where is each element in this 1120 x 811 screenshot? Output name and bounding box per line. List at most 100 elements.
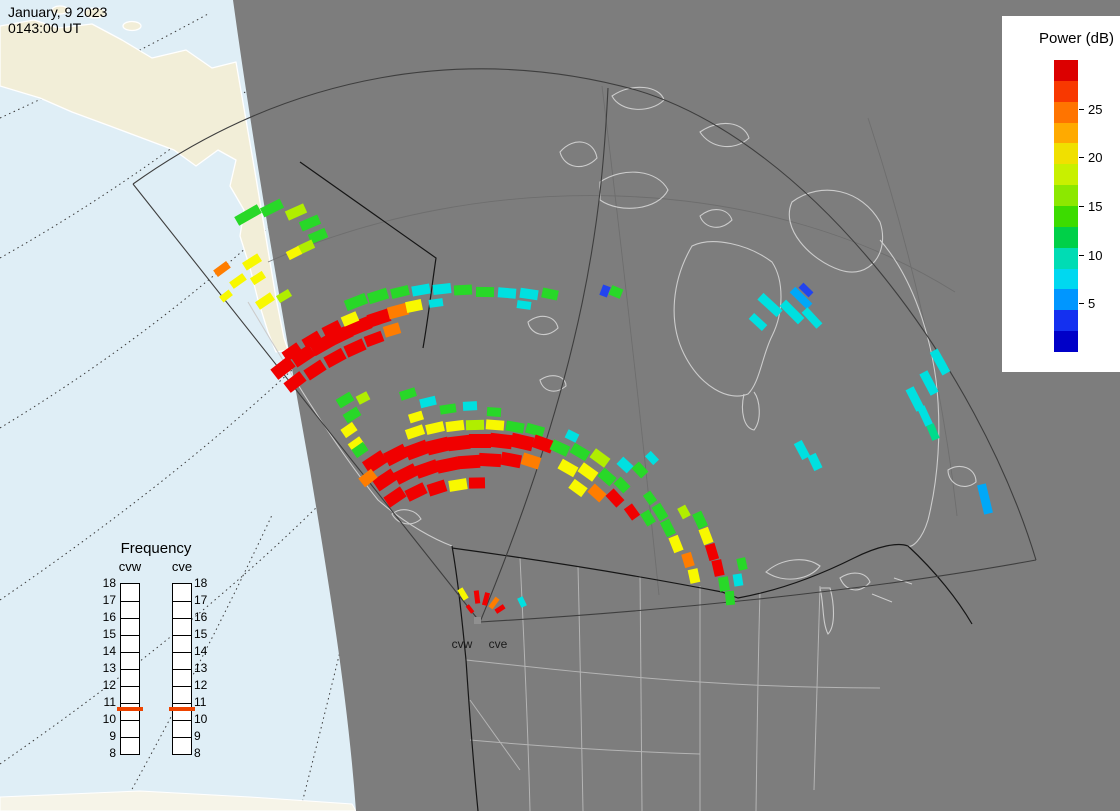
- freq-scale-number: 11: [103, 695, 116, 709]
- freq-tickline: [173, 601, 191, 602]
- backscatter-cell: [301, 330, 323, 350]
- backscatter-cell: [929, 348, 951, 376]
- freq-scale-number: 17: [102, 593, 116, 607]
- colorbar-band: [1054, 143, 1078, 165]
- fov-outer-arc: [132, 68, 1037, 561]
- freq-tickline: [121, 720, 139, 721]
- island: [122, 20, 142, 32]
- backscatter-cell: [475, 286, 495, 298]
- backscatter-cell: [284, 203, 308, 221]
- colorbar-tickmark: [1079, 206, 1084, 207]
- colorbar-tick-label: 5: [1088, 296, 1096, 312]
- backscatter-cell: [717, 576, 731, 592]
- freq-scale-number: 15: [102, 627, 116, 641]
- backscatter-cell: [275, 288, 293, 304]
- coastline: [247, 301, 453, 547]
- backscatter-cell: [386, 302, 410, 320]
- freq-scale-number: 8: [109, 746, 116, 760]
- backscatter-cell: [347, 436, 365, 452]
- state-line: [639, 575, 643, 811]
- backscatter-cell: [259, 198, 285, 218]
- backscatter-cell: [497, 287, 517, 299]
- backscatter-cell: [549, 439, 571, 457]
- lake-michigan: [819, 587, 835, 635]
- freq-scale-number: 12: [194, 678, 208, 692]
- backscatter-cell: [681, 551, 695, 569]
- freq-scale-number: 18: [102, 576, 116, 590]
- backscatter-cell: [404, 482, 428, 502]
- backscatter-cell: [589, 448, 611, 468]
- freq-marker-cvw: [117, 706, 143, 711]
- timestamp-block: January, 9 2023 0143:00 UT: [8, 4, 107, 36]
- backscatter-cell: [469, 434, 491, 448]
- southampton-island: [699, 209, 733, 228]
- backscatter-cell: [557, 458, 579, 478]
- freq-scale-number: 9: [194, 729, 201, 743]
- freq-scale-number: 18: [194, 576, 208, 590]
- backscatter-cell: [505, 420, 525, 434]
- backscatter-cell: [404, 424, 426, 440]
- colorbar-tick-label: 25: [1088, 101, 1103, 117]
- freq-scale-number: 10: [102, 712, 116, 726]
- hudson-bay: [673, 241, 782, 397]
- lake-superior: [765, 559, 821, 580]
- radar-site-marker: [474, 617, 481, 624]
- backscatter-cell: [807, 452, 823, 472]
- backscatter-cell: [249, 270, 267, 286]
- backscatter-cell: [485, 419, 505, 431]
- east-coast: [879, 239, 940, 547]
- backscatter-cell: [283, 371, 307, 393]
- backscatter-cell: [328, 324, 354, 346]
- backscatter-cell: [486, 407, 502, 417]
- backscatter-cell: [309, 333, 335, 357]
- lake-huron: [839, 572, 871, 591]
- backscatter-cell: [340, 421, 358, 439]
- backscatter-cell: [724, 590, 736, 606]
- vancouver-island: [391, 509, 422, 525]
- backscatter-cell: [343, 338, 367, 358]
- freq-tickline: [121, 618, 139, 619]
- backscatter-cell: [290, 344, 316, 368]
- backscatter-cell: [524, 422, 546, 438]
- colorbar-band: [1054, 206, 1078, 227]
- freq-bar-left: [120, 583, 140, 755]
- backscatter-cell: [414, 459, 440, 479]
- backscatter-cell: [509, 432, 535, 452]
- radar-label-cvw: cvw: [452, 637, 473, 651]
- freq-tickline: [173, 618, 191, 619]
- backscatter-cell: [432, 283, 452, 295]
- backscatter-cell: [347, 315, 373, 337]
- backscatter-cell: [659, 518, 677, 538]
- island: [51, 5, 69, 15]
- graticule-line: [867, 117, 958, 517]
- backscatter-cell: [419, 395, 437, 409]
- backscatter-cell: [281, 342, 303, 362]
- colorbar-band: [1054, 164, 1078, 186]
- freq-bar-right: [172, 583, 192, 755]
- backscatter-cell: [597, 467, 617, 487]
- backscatter-cell: [390, 285, 410, 299]
- backscatter-cell: [453, 284, 473, 296]
- backscatter-cell: [608, 285, 624, 299]
- colorbar-band: [1054, 80, 1078, 102]
- freq-tickline: [173, 720, 191, 721]
- freq-ticks-right: 18 17 16 15 14 13 12 11 10 9 8: [194, 577, 222, 760]
- backscatter-cell: [748, 312, 768, 332]
- backscatter-cell: [457, 454, 481, 470]
- backscatter-cell: [462, 401, 478, 411]
- backscatter-cell: [801, 307, 823, 329]
- backscatter-cell: [473, 590, 481, 604]
- coastlines: [247, 86, 977, 635]
- backscatter-cell: [255, 292, 275, 310]
- backscatter-cell: [411, 283, 431, 297]
- backscatter-cell: [229, 273, 247, 289]
- freq-scale-number: 9: [109, 729, 116, 743]
- victoria-island: [599, 171, 669, 209]
- night-region: [233, 0, 1120, 811]
- backscatter-cell: [789, 286, 813, 310]
- backscatter-cell: [644, 450, 660, 466]
- backscatter-cell: [358, 468, 378, 488]
- backscatter-cell: [366, 308, 392, 328]
- backscatter-cell: [428, 298, 444, 308]
